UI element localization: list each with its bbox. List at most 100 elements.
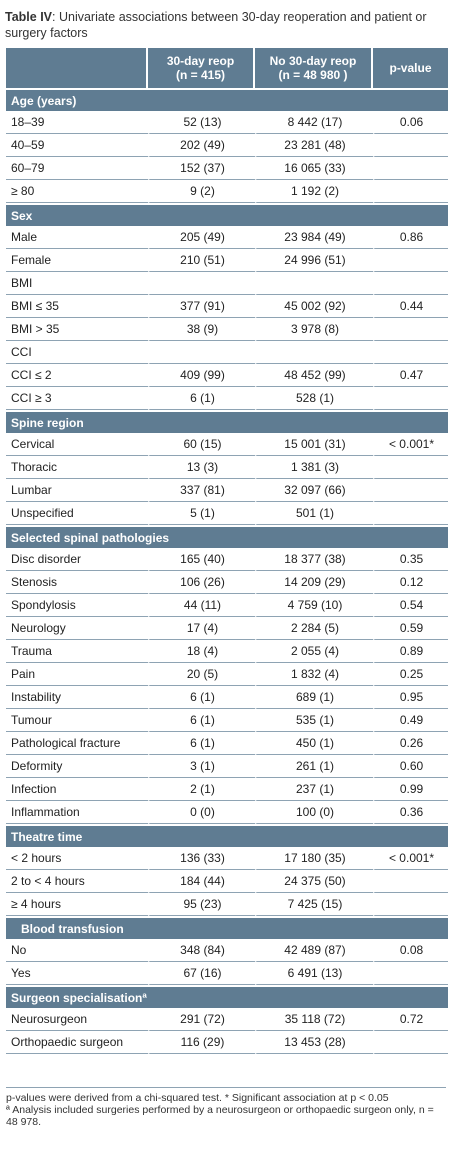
table-row: Pathological fracture 6 (1) 450 (1) 0.26: [6, 732, 448, 755]
cell-p-value: [373, 249, 448, 272]
cell-p-value: 0.12: [373, 571, 448, 594]
cell-reop: [148, 272, 255, 295]
header-reop-line2: (n = 415): [175, 68, 226, 82]
section-title: Selected spinal pathologies: [6, 525, 448, 548]
cell-reop: 6 (1): [148, 709, 255, 732]
table-row: Thoracic 13 (3) 1 381 (3): [6, 456, 448, 479]
cell-reop: 184 (44): [148, 870, 255, 893]
cell-p-value: 0.35: [373, 548, 448, 571]
cell-p-value: [373, 318, 448, 341]
cell-no-reop: 100 (0): [255, 801, 373, 824]
row-label: Deformity: [6, 755, 148, 778]
cell-no-reop: 450 (1): [255, 732, 373, 755]
row-label: 18–39: [6, 111, 148, 134]
cell-p-value: 0.49: [373, 709, 448, 732]
header-empty: [6, 48, 148, 88]
cell-reop: 409 (99): [148, 364, 255, 387]
table-title-text: : Univariate associations between 30-day…: [5, 10, 427, 40]
table-row: 40–59 202 (49) 23 281 (48): [6, 134, 448, 157]
row-label: Spondylosis: [6, 594, 148, 617]
cell-no-reop: 42 489 (87): [255, 939, 373, 962]
cell-reop: 210 (51): [148, 249, 255, 272]
row-label: No: [6, 939, 148, 962]
cell-reop: 0 (0): [148, 801, 255, 824]
cell-reop: 6 (1): [148, 686, 255, 709]
table-row: Pain 20 (5) 1 832 (4) 0.25: [6, 663, 448, 686]
cell-p-value: 0.72: [373, 1008, 448, 1031]
cell-p-value: [373, 1031, 448, 1054]
table-row: Stenosis 106 (26) 14 209 (29) 0.12: [6, 571, 448, 594]
cell-p-value: 0.25: [373, 663, 448, 686]
section-title: Blood transfusion: [6, 916, 448, 939]
cell-p-value: 0.47: [373, 364, 448, 387]
table-row: 60–79 152 (37) 16 065 (33): [6, 157, 448, 180]
row-label: Neurology: [6, 617, 148, 640]
cell-p-value: [373, 272, 448, 295]
cell-p-value: < 0.001*: [373, 433, 448, 456]
cell-reop: 44 (11): [148, 594, 255, 617]
table-header-row: 30-day reop (n = 415) No 30-day reop (n …: [6, 48, 448, 88]
cell-p-value: [373, 893, 448, 916]
table-title: Table IV: Univariate associations betwee…: [5, 9, 445, 41]
table-row: Trauma 18 (4) 2 055 (4) 0.89: [6, 640, 448, 663]
table-row: BMI: [6, 272, 448, 295]
cell-p-value: 0.95: [373, 686, 448, 709]
row-label: 60–79: [6, 157, 148, 180]
row-label: Unspecified: [6, 502, 148, 525]
note-analysis: ª Analysis included surgeries performed …: [6, 1104, 434, 1128]
table-row: Inflammation 0 (0) 100 (0) 0.36: [6, 801, 448, 824]
table-title-label: Table IV: [5, 10, 53, 24]
cell-reop: 60 (15): [148, 433, 255, 456]
header-no-reop: No 30-day reop (n = 48 980 ): [255, 48, 373, 88]
row-label: 2 to < 4 hours: [6, 870, 148, 893]
table-row: Disc disorder 165 (40) 18 377 (38) 0.35: [6, 548, 448, 571]
section-header-row: Spine region: [6, 410, 448, 433]
cell-no-reop: 18 377 (38): [255, 548, 373, 571]
cell-no-reop: 535 (1): [255, 709, 373, 732]
table-row: Lumbar 337 (81) 32 097 (66): [6, 479, 448, 502]
cell-no-reop: 2 055 (4): [255, 640, 373, 663]
cell-p-value: [373, 502, 448, 525]
cell-no-reop: 48 452 (99): [255, 364, 373, 387]
cell-no-reop: 17 180 (35): [255, 847, 373, 870]
row-label: Female: [6, 249, 148, 272]
cell-p-value: [373, 456, 448, 479]
cell-no-reop: 24 996 (51): [255, 249, 373, 272]
cell-p-value: 0.08: [373, 939, 448, 962]
cell-reop: 337 (81): [148, 479, 255, 502]
cell-reop: 17 (4): [148, 617, 255, 640]
cell-reop: 116 (29): [148, 1031, 255, 1054]
cell-no-reop: 689 (1): [255, 686, 373, 709]
row-label: CCI ≤ 2: [6, 364, 148, 387]
cell-no-reop: 3 978 (8): [255, 318, 373, 341]
section-title: Sex: [6, 203, 448, 226]
cell-p-value: [373, 387, 448, 410]
cell-p-value: [373, 341, 448, 364]
row-label: Tumour: [6, 709, 148, 732]
cell-reop: 152 (37): [148, 157, 255, 180]
row-label: Yes: [6, 962, 148, 985]
table-row: BMI > 35 38 (9) 3 978 (8): [6, 318, 448, 341]
cell-reop: 5 (1): [148, 502, 255, 525]
table-row: Yes 67 (16) 6 491 (13): [6, 962, 448, 985]
table-row: Neurosurgeon 291 (72) 35 118 (72) 0.72: [6, 1008, 448, 1031]
cell-no-reop: 14 209 (29): [255, 571, 373, 594]
cell-reop: 6 (1): [148, 732, 255, 755]
note-significance: p-values were derived from a chi-squared…: [6, 1092, 389, 1104]
row-label: Orthopaedic surgeon: [6, 1031, 148, 1054]
cell-p-value: [373, 870, 448, 893]
table-row: CCI ≤ 2 409 (99) 48 452 (99) 0.47: [6, 364, 448, 387]
table-row: Unspecified 5 (1) 501 (1): [6, 502, 448, 525]
cell-no-reop: 4 759 (10): [255, 594, 373, 617]
row-label: Thoracic: [6, 456, 148, 479]
cell-no-reop: 237 (1): [255, 778, 373, 801]
cell-p-value: [373, 180, 448, 203]
table-row: Infection 2 (1) 237 (1) 0.99: [6, 778, 448, 801]
section-title: Surgeon specialisationª: [6, 985, 448, 1008]
cell-reop: 95 (23): [148, 893, 255, 916]
cell-reop: 9 (2): [148, 180, 255, 203]
cell-no-reop: [255, 341, 373, 364]
cell-p-value: [373, 157, 448, 180]
row-label: CCI: [6, 341, 148, 364]
